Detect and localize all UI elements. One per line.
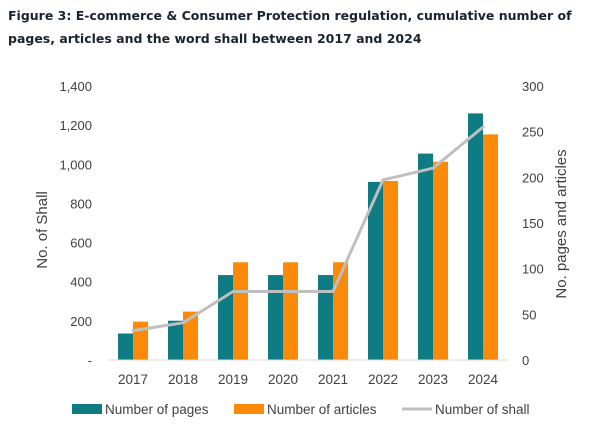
bars-group <box>118 113 498 361</box>
x-tick-label-2024: 2024 <box>468 372 499 387</box>
bar-pages-2020 <box>268 275 283 360</box>
x-tick-label-2021: 2021 <box>318 372 348 387</box>
bar-pages-2023 <box>418 153 433 360</box>
y-right-tick-label: 100 <box>522 262 544 277</box>
y-left-tick-label: 600 <box>70 236 92 251</box>
bar-articles-2024 <box>483 134 498 360</box>
x-tick-label-2018: 2018 <box>168 372 198 387</box>
legend-label-pages: Number of pages <box>105 402 209 417</box>
bar-pages-2024 <box>468 113 483 361</box>
y-right-tick-label: 200 <box>522 170 544 185</box>
bar-articles-2020 <box>283 262 298 360</box>
bar-pages-2019 <box>218 275 233 360</box>
y-left-axis-title: No. of Shall <box>34 191 51 269</box>
legend-label-shall: Number of shall <box>435 402 530 417</box>
legend-swatch-pages <box>72 404 102 414</box>
bar-articles-2019 <box>233 262 248 360</box>
y-left-tick-label: 1,000 <box>59 157 92 172</box>
y-right-axis-title: No. pages and articles <box>553 149 570 298</box>
y-left-tick-label: 1,400 <box>59 79 92 94</box>
x-tick-label-2022: 2022 <box>368 372 398 387</box>
y-right-tick-label: 150 <box>522 216 544 231</box>
x-tick-label-2019: 2019 <box>218 372 248 387</box>
figure-title: Figure 3: E-commerce & Consumer Protecti… <box>8 8 572 46</box>
y-left-tick-label: 800 <box>70 196 92 211</box>
bar-articles-2023 <box>433 161 448 360</box>
line-shall <box>131 125 485 333</box>
x-tick-label-2023: 2023 <box>418 372 448 387</box>
legend-swatch-articles <box>234 404 264 414</box>
y-right-tick-label: 0 <box>522 353 529 368</box>
y-left-tick-label: 1,200 <box>59 118 92 133</box>
y-right-tick-label: 250 <box>522 125 544 140</box>
x-tick-label-2020: 2020 <box>268 372 298 387</box>
bar-pages-2022 <box>368 181 383 360</box>
bar-pages-2018 <box>168 320 183 360</box>
bar-pages-2017 <box>118 333 133 360</box>
axes-group: - 200 400 600 800 1,000 1,200 1,400 0 50 100 150 200… <box>34 79 570 387</box>
x-tick-label-2017: 2017 <box>118 372 148 387</box>
line-group <box>131 125 485 333</box>
y-left-tick-label: - <box>88 353 92 368</box>
y-right-tick-label: 300 <box>522 79 544 94</box>
y-right-tick-label: 50 <box>522 307 536 322</box>
bar-articles-2022 <box>383 180 398 360</box>
y-left-tick-label: 200 <box>70 314 92 329</box>
legend-label-articles: Number of articles <box>267 402 377 417</box>
bar-pages-2021 <box>318 275 333 360</box>
bar-articles-2018 <box>183 311 198 360</box>
legend: Number of pages Number of articles Number … <box>72 402 530 417</box>
y-left-tick-label: 400 <box>70 275 92 290</box>
